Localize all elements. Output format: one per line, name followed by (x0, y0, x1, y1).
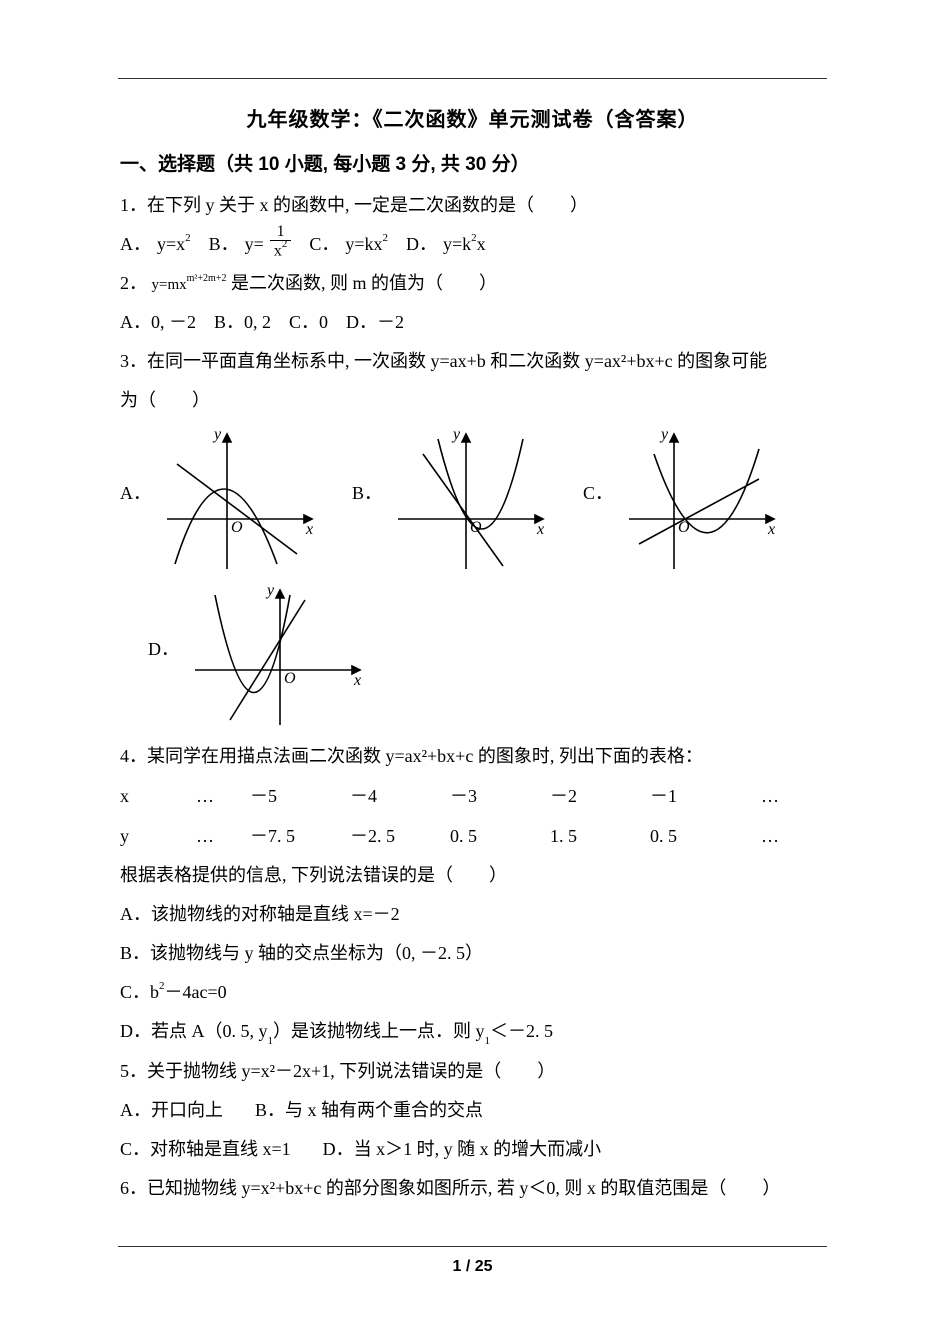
q4-dots2-end: … (750, 818, 790, 854)
y-axis-label: y (659, 426, 669, 443)
q4-option-d: D．若点 A（0. 5, y1）是该抛物线上一点．则 y1＜－2. 5 (120, 1013, 825, 1050)
q1-b-label: B． (209, 226, 239, 262)
q1-d-label: D． (406, 226, 437, 262)
x-axis-label: x (353, 672, 361, 689)
fraction-num: 1 (270, 224, 292, 241)
q2-stem: 2． y=mxm²+2m+2 是二次函数, 则 m 的值为（ ） (120, 265, 825, 301)
q5-option-b: B．与 x 轴有两个重合的交点 (255, 1092, 483, 1128)
q2-option-a: A．0, －2 (120, 304, 196, 340)
y-axis-label: y (265, 582, 275, 599)
q1-option-c: C． y=kx2 (309, 226, 388, 262)
q4-option-c: C．b2－4ac=0 (120, 974, 825, 1010)
x-axis-label: x (305, 521, 313, 538)
page-rule-bottom (118, 1246, 827, 1247)
q5-option-d: D．当 x＞1 时, y 随 x 的增大而减小 (323, 1131, 602, 1167)
q4-x4: －1 (650, 778, 750, 814)
page: 九年级数学：《二次函数》单元测试卷（含答案） 一、选择题（共 10 小题, 每小… (0, 0, 945, 1337)
x-axis-label: x (536, 521, 544, 538)
q2-post: 是二次函数, 则 m 的值为（ ） (231, 273, 497, 293)
y-axis-label: y (451, 426, 461, 443)
q3-c-label: C． (583, 475, 613, 511)
page-rule-top (118, 78, 827, 79)
doc-title: 九年级数学：《二次函数》单元测试卷（含答案） (120, 100, 825, 140)
q1-stem: 1．在下列 y 关于 x 的函数中, 一定是二次函数的是（ ） (120, 187, 825, 223)
q4-x3: －2 (550, 778, 650, 814)
q1-c-text: y=kx2 (345, 226, 388, 262)
q2-options: A．0, －2 B．0, 2 C．0 D．－2 (120, 304, 825, 340)
q5-row1: A．开口向上 B．与 x 轴有两个重合的交点 (120, 1092, 825, 1128)
q1-option-b: B． y= 1 x2 (209, 226, 292, 262)
q4-y0: －7. 5 (250, 818, 350, 854)
q4-y1: －2. 5 (350, 818, 450, 854)
q3-graph-c-wrap: C． O x y (583, 424, 784, 574)
fraction: 1 x2 (270, 224, 292, 259)
q1-a-label: A． (120, 226, 151, 262)
q1-c-label: C． (309, 226, 339, 262)
q4-dots: … (160, 778, 250, 814)
q4-table-x: x … －5 －4 －3 －2 －1 … (120, 778, 825, 814)
q3-graph-d: O x y (185, 580, 370, 730)
q1-a-text: y=x2 (157, 226, 191, 262)
q2-pre: 2． (120, 273, 147, 293)
q4-dots-end: … (750, 778, 790, 814)
q3-graph-a-wrap: A． O x y (120, 424, 322, 574)
q3-graph-d-wrap: D． O x y (148, 580, 370, 730)
q4-y-label: y (120, 818, 160, 854)
q4-y2: 0. 5 (450, 818, 550, 854)
q4-x-label: x (120, 778, 160, 814)
origin-label: O (284, 670, 296, 687)
section-heading: 一、选择题（共 10 小题, 每小题 3 分, 共 30 分） (120, 146, 825, 184)
page-total: 25 (475, 1258, 493, 1275)
y-axis-label: y (212, 426, 222, 443)
q2-option-d: D．－2 (346, 304, 404, 340)
q1-d-text: y=k2x (443, 226, 486, 262)
q3-d-label: D． (148, 631, 179, 667)
q3-graph-a: O x y (157, 424, 322, 574)
q4-option-a: A．该抛物线的对称轴是直线 x=－2 (120, 896, 825, 932)
q2-option-c: C．0 (289, 304, 328, 340)
q4-after: 根据表格提供的信息, 下列说法错误的是（ ） (120, 857, 825, 893)
q2-option-b: B．0, 2 (214, 304, 271, 340)
q5-option-a: A．开口向上 (120, 1092, 223, 1128)
q4-x1: －4 (350, 778, 450, 814)
q2-expr: y=mxm²+2m+2 (152, 277, 227, 293)
q4-stem: 4．某同学在用描点法画二次函数 y=ax²+bx+c 的图象时, 列出下面的表格… (120, 738, 825, 774)
q3-row1: A． O x y B． (120, 424, 825, 574)
q3-row2: D． O x y (148, 580, 825, 730)
q4-y3: 1. 5 (550, 818, 650, 854)
page-number: 1 (452, 1258, 461, 1275)
q3-b-label: B． (352, 475, 382, 511)
q1-option-a: A． y=x2 (120, 226, 191, 262)
q4-dots2: … (160, 818, 250, 854)
q3-graph-b-wrap: B． O x y (352, 424, 553, 574)
q4-x0: －5 (250, 778, 350, 814)
q3-stem-2: 为（ ） (120, 382, 825, 418)
q4-table-y: y … －7. 5 －2. 5 0. 5 1. 5 0. 5 … (120, 818, 825, 854)
q1-option-d: D． y=k2x (406, 226, 486, 262)
q3-graph-b: O x y (388, 424, 553, 574)
q3-a-label: A． (120, 475, 151, 511)
q1-b-text: y= (245, 226, 264, 262)
q6-stem: 6．已知抛物线 y=x²+bx+c 的部分图象如图所示, 若 y＜0, 则 x … (120, 1170, 825, 1206)
q5-stem: 5．关于抛物线 y=x²－2x+1, 下列说法错误的是（ ） (120, 1053, 825, 1089)
q3-stem-1: 3．在同一平面直角坐标系中, 一次函数 y=ax+b 和二次函数 y=ax²+b… (120, 343, 825, 379)
origin-label: O (231, 519, 243, 536)
q1-options: A． y=x2 B． y= 1 x2 C． y=kx2 D． y=k2x (120, 226, 825, 262)
fraction-den: x2 (270, 241, 292, 259)
q4-option-b: B．该抛物线与 y 轴的交点坐标为（0, －2. 5） (120, 935, 825, 971)
q5-option-c: C．对称轴是直线 x=1 (120, 1131, 291, 1167)
q3-graph-c: O x y (619, 424, 784, 574)
page-footer: 1 / 25 (0, 1251, 945, 1283)
q4-x2: －3 (450, 778, 550, 814)
x-axis-label: x (767, 521, 775, 538)
q4-y4: 0. 5 (650, 818, 750, 854)
q5-row2: C．对称轴是直线 x=1 D．当 x＞1 时, y 随 x 的增大而减小 (120, 1131, 825, 1167)
